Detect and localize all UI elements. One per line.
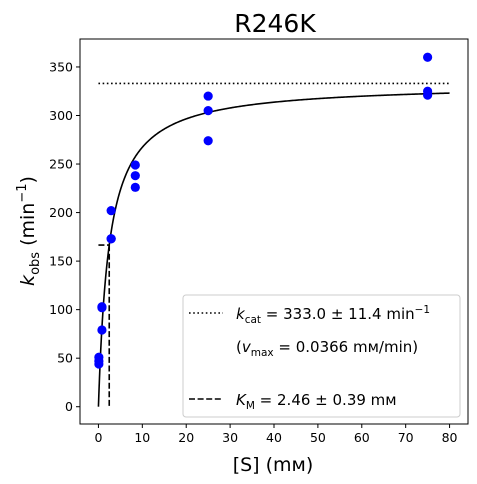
y-axis-title: kobs (min−1)	[15, 176, 43, 286]
data-point	[203, 136, 213, 146]
data-point	[203, 106, 213, 116]
chart-lines	[97, 82, 450, 407]
y-axis-subscript: obs	[28, 252, 43, 275]
x-tick-label: 80	[442, 430, 458, 445]
data-point	[97, 302, 107, 312]
data-point	[94, 352, 104, 362]
x-tick-label: 60	[354, 430, 370, 445]
data-point	[130, 182, 140, 192]
data-point	[423, 86, 433, 96]
x-tick-label: 40	[266, 430, 282, 445]
legend-box	[182, 294, 461, 418]
legend-entries: kcat = 333.0 ± 11.4 min−1 (vmax = 0.0366 …	[189, 304, 430, 412]
data-point	[97, 325, 107, 335]
x-tick-label: 70	[398, 430, 414, 445]
data-point	[106, 234, 116, 244]
y-tick-label: 0	[65, 399, 73, 414]
x-tick-label: 10	[134, 430, 150, 445]
x-axis-title: [S] (mм)	[233, 454, 314, 476]
legend-label: (vmax = 0.0366 mм/min)	[236, 338, 418, 359]
y-tick-label: 200	[49, 205, 73, 220]
data-point	[106, 206, 116, 216]
y-tick-label: 250	[49, 157, 73, 172]
data-point	[203, 91, 213, 101]
data-point	[130, 160, 140, 170]
chart-title: R246K	[234, 9, 316, 38]
y-tick-label: 100	[49, 302, 73, 317]
x-tick-label: 30	[222, 430, 238, 445]
x-tick-label: 0	[94, 430, 102, 445]
x-tick-label: 50	[310, 430, 326, 445]
data-point	[130, 171, 140, 181]
y-axis-ticks: 0 50 100 150 200 250 300 350	[49, 59, 80, 414]
y-axis-symbol: k	[17, 274, 39, 286]
y-axis-unit: (min	[17, 203, 39, 252]
y-tick-label: 350	[49, 59, 73, 74]
x-axis-ticks: 0 10 20 30 40 50 60 70 80	[94, 424, 458, 445]
y-tick-label: 50	[57, 351, 73, 366]
data-point	[423, 52, 433, 62]
y-tick-label: 300	[49, 108, 73, 123]
legend-label: kcat = 333.0 ± 11.4 min−1	[236, 304, 430, 326]
y-axis-unit-sup: −1	[15, 183, 30, 202]
x-tick-label: 20	[178, 430, 194, 445]
legend-label: KM = 2.46 ± 0.39 mм	[236, 391, 397, 412]
y-tick-label: 150	[49, 254, 73, 269]
fit-curve	[97, 92, 450, 407]
y-axis-unit-close: )	[17, 176, 39, 183]
data-points	[94, 52, 433, 369]
legend: kcat = 333.0 ± 11.4 min−1 (vmax = 0.0366 …	[182, 294, 461, 418]
